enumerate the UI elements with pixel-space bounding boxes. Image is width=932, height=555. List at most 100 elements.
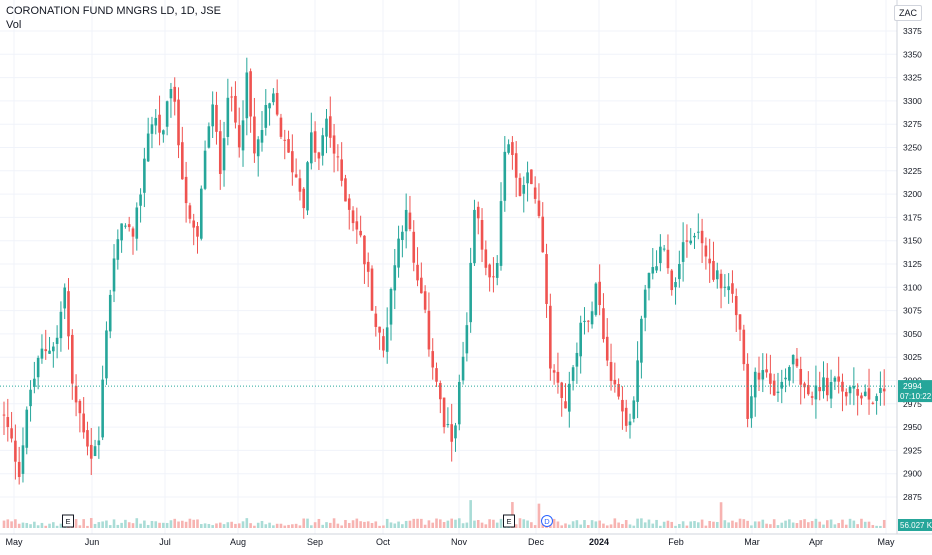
volume-bar xyxy=(810,521,814,528)
currency-label[interactable]: ZAC xyxy=(894,5,922,21)
price-tick-label: 3125 xyxy=(903,259,922,269)
volume-bar xyxy=(537,503,541,528)
candle-body xyxy=(135,207,139,239)
candle-body xyxy=(374,313,378,327)
candle-body xyxy=(689,240,693,244)
candle-body xyxy=(488,264,491,278)
candle-body xyxy=(162,130,165,135)
candle-body xyxy=(36,357,40,378)
candle-body xyxy=(355,221,359,230)
volume-bar xyxy=(765,523,768,528)
candle-body xyxy=(632,400,636,419)
time-tick-label: Mar xyxy=(744,537,760,547)
candle-body xyxy=(647,272,651,289)
candle-body xyxy=(237,125,241,148)
time-axis[interactable]: May Jun Jul Aug Sep Oct Nov Dec 2024 Feb Mar Apr May xyxy=(0,533,932,547)
volume-bar xyxy=(518,518,522,528)
candle-body xyxy=(378,326,381,333)
candle-body xyxy=(465,325,469,354)
price-tick-label: 3275 xyxy=(903,119,922,129)
volume-bar xyxy=(427,520,431,528)
candle-body xyxy=(507,144,510,153)
candle-body xyxy=(602,308,605,340)
candle-body xyxy=(822,377,825,392)
price-tick-label: 3175 xyxy=(903,212,922,222)
candle-body xyxy=(492,276,495,278)
volume-bar xyxy=(867,521,871,528)
earnings-marker xyxy=(62,514,74,528)
volume-bar xyxy=(776,525,780,528)
dividend-marker xyxy=(541,515,553,527)
candle-body xyxy=(613,379,617,385)
candle-body xyxy=(188,205,192,219)
volume-bar xyxy=(670,521,674,528)
candle-body xyxy=(332,135,336,154)
volume-badge xyxy=(898,519,932,531)
volume-bar xyxy=(628,524,632,528)
volume-bar xyxy=(643,522,647,528)
volume-bar xyxy=(260,520,264,528)
candle-body xyxy=(108,294,112,332)
candle-body xyxy=(169,88,173,99)
candle-body xyxy=(6,417,10,428)
volume-bar xyxy=(640,518,643,528)
volume-bar xyxy=(59,523,63,528)
price-axis[interactable]: 2875290029252950297530003025305030753100… xyxy=(896,0,922,534)
volume-bar xyxy=(689,521,693,528)
volume-bar xyxy=(52,522,55,528)
time-tick-label: Feb xyxy=(668,537,684,547)
volume-bar xyxy=(579,524,582,528)
volume-bar xyxy=(761,519,765,528)
candle-body xyxy=(150,124,154,134)
candle-body xyxy=(294,174,298,178)
volume-bar xyxy=(655,519,658,528)
candle-body xyxy=(393,265,397,291)
candle-body xyxy=(537,200,541,216)
volume-bar xyxy=(245,518,249,528)
candle-body xyxy=(697,231,700,233)
candle-body xyxy=(533,187,537,199)
volume-bar xyxy=(431,522,435,528)
candle-body xyxy=(139,194,142,206)
volume-bar xyxy=(632,525,636,528)
candle-body xyxy=(579,322,582,357)
candle-body xyxy=(260,129,264,143)
volume-bar xyxy=(651,523,655,528)
candle-body xyxy=(435,368,438,382)
volume-bar xyxy=(199,524,203,528)
volume-bar xyxy=(108,525,112,528)
candle-body xyxy=(681,242,685,262)
candle-body xyxy=(283,139,287,141)
price-tick-label: 2900 xyxy=(903,469,922,479)
volume-bar xyxy=(401,524,404,528)
price-countdown: 07:10:22 xyxy=(900,392,932,401)
candle-body xyxy=(63,287,67,309)
candle-body xyxy=(401,231,404,240)
time-tick-label: Aug xyxy=(230,537,246,547)
price-tick-label: 3225 xyxy=(903,166,922,176)
candle-body xyxy=(518,177,522,196)
volume-bar xyxy=(256,522,260,528)
candle-body xyxy=(127,224,131,228)
volume-bars xyxy=(2,500,886,528)
volume-bar xyxy=(499,518,503,528)
time-tick-label: May xyxy=(877,537,895,547)
candle-body xyxy=(450,424,453,442)
volume-bar xyxy=(666,520,670,528)
candle-body xyxy=(651,267,655,274)
volume-bar xyxy=(192,519,195,528)
volume-bar xyxy=(863,521,867,528)
volume-bar xyxy=(420,518,423,528)
volume-bar xyxy=(446,520,450,528)
volume-bar xyxy=(177,521,180,528)
candle-body xyxy=(52,346,55,352)
time-tick-label: 2024 xyxy=(589,537,609,547)
volume-bar xyxy=(803,519,806,528)
volume-bar xyxy=(731,520,734,528)
price-tick-label: 2925 xyxy=(903,445,922,455)
candle-body xyxy=(215,104,218,132)
volume-bar xyxy=(355,518,359,528)
volume-bar xyxy=(317,518,321,528)
candle-body xyxy=(666,249,670,269)
